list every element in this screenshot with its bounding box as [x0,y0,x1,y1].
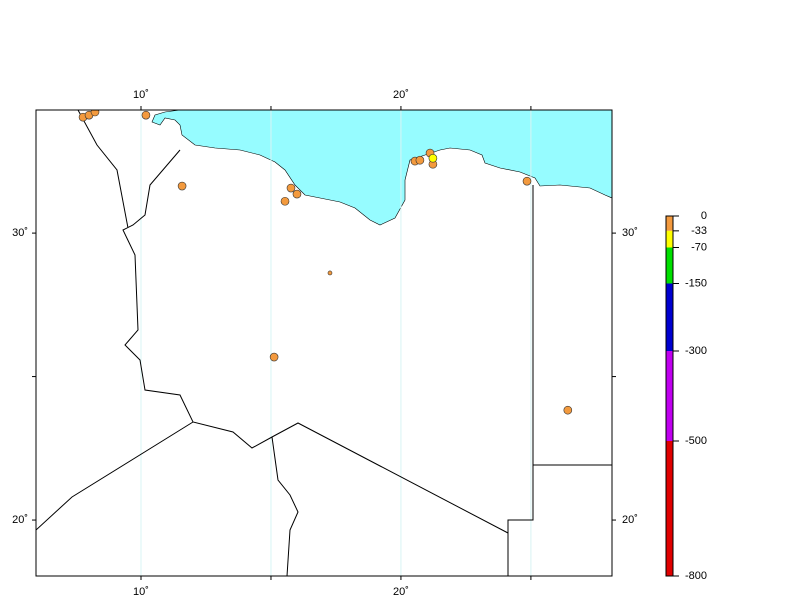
event [292,189,302,199]
colorbar-segment [666,441,673,576]
colorbar-segment [666,351,673,441]
colorbar-segment [666,230,673,248]
colorbar-label: -150 [685,277,707,289]
colorbar-label: -800 [685,570,707,582]
lat-label: 30˚ [12,227,28,239]
lon-label: 10˚ [133,586,149,598]
lon-label: 10˚ [133,89,149,101]
map-frame [35,109,613,577]
event [327,270,333,276]
colorbar-frame [665,215,674,577]
lon-label: 20˚ [393,586,409,598]
colorbar-label: -70 [691,241,707,253]
event [415,155,425,165]
lat-label: 20˚ [12,514,28,526]
event [428,153,438,163]
event [522,176,532,186]
colorbar-segment [666,283,673,351]
event [141,110,151,120]
event [177,181,187,191]
map-area [36,110,612,576]
event [563,405,573,415]
event [90,110,100,117]
country-borders [36,110,612,576]
sea [151,110,612,226]
lon-label: 20˚ [393,89,409,101]
event [280,196,290,206]
lat-label: 20˚ [622,514,638,526]
event [269,352,279,362]
colorbar-segment [666,216,673,231]
lat-label: 30˚ [622,227,638,239]
colorbar-label: 0 [701,210,707,222]
colorbar-label: -300 [685,345,707,357]
colorbar-label: -500 [685,435,707,447]
event [286,183,296,193]
colorbar-segment [666,247,673,284]
colorbar-label: -33 [691,225,707,237]
